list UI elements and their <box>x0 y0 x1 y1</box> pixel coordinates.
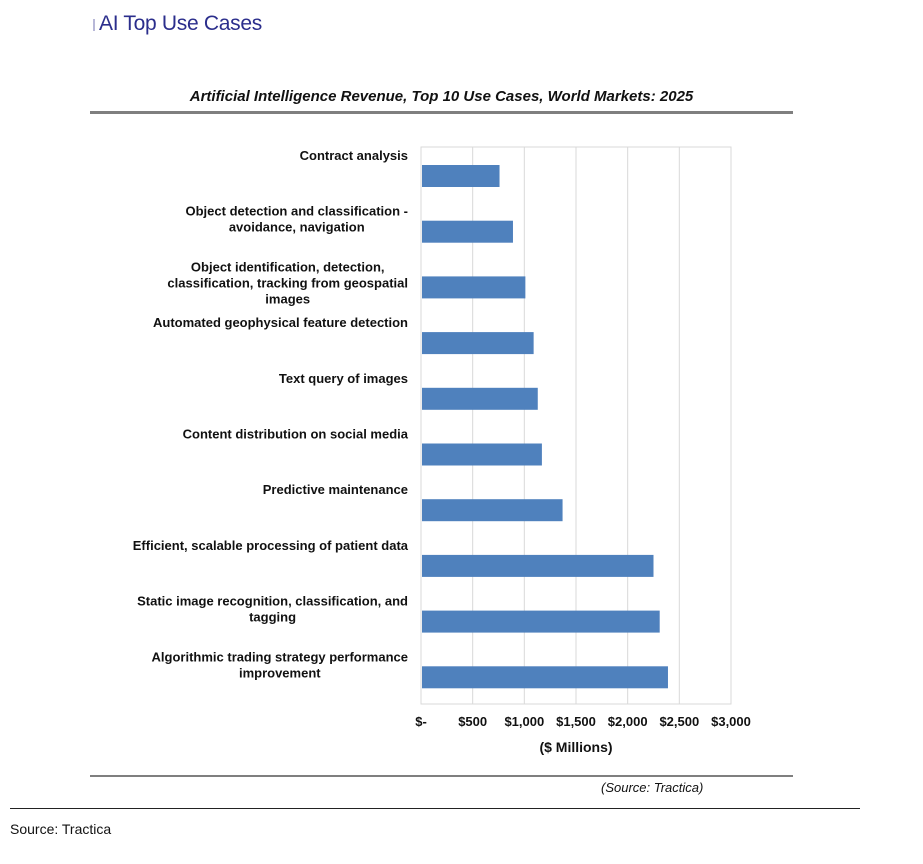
chart-title: Artificial Intelligence Revenue, Top 10 … <box>189 88 694 105</box>
x-tick-label: $3,000 <box>711 714 751 729</box>
bar <box>422 666 668 689</box>
bar <box>422 443 542 466</box>
chart-source-note: (Source: Tractica) <box>601 780 704 795</box>
x-tick-label: $500 <box>458 714 487 729</box>
category-label: Content distribution on social media <box>183 427 409 442</box>
heading-accent-mark <box>93 19 95 31</box>
page-heading: AI Top Use Cases <box>99 12 262 35</box>
category-label: Object identification, detection, classif… <box>167 259 408 306</box>
x-tick-label: $1,000 <box>504 714 544 729</box>
plot-frame <box>420 146 732 705</box>
bar <box>422 220 513 243</box>
category-label: Object detection and classification -avo… <box>186 204 409 235</box>
chart-top-rule <box>90 111 793 114</box>
bar <box>422 276 526 299</box>
bar <box>422 387 538 410</box>
category-label: Static image recognition, classification… <box>137 594 408 625</box>
category-label: Contract analysis <box>300 148 408 163</box>
page-divider <box>10 808 860 809</box>
bar <box>422 332 534 355</box>
category-label: Automated geophysical feature detection <box>153 315 408 330</box>
category-label: Text query of images <box>279 371 408 386</box>
bar <box>422 499 563 522</box>
x-axis-title: ($ Millions) <box>539 739 612 755</box>
x-tick-label: $- <box>415 714 427 729</box>
bar <box>422 554 654 577</box>
bar <box>422 165 500 187</box>
chart-bottom-rule <box>90 775 793 777</box>
bar <box>422 610 660 633</box>
x-tick-label: $2,500 <box>659 714 699 729</box>
page-source-note: Source: Tractica <box>10 821 112 837</box>
category-label: Algorithmic trading strategy performance… <box>152 649 408 680</box>
category-label: Efficient, scalable processing of patien… <box>133 538 409 553</box>
category-label: Predictive maintenance <box>263 482 408 497</box>
x-tick-label: $2,000 <box>608 714 648 729</box>
x-tick-label: $1,500 <box>556 714 596 729</box>
